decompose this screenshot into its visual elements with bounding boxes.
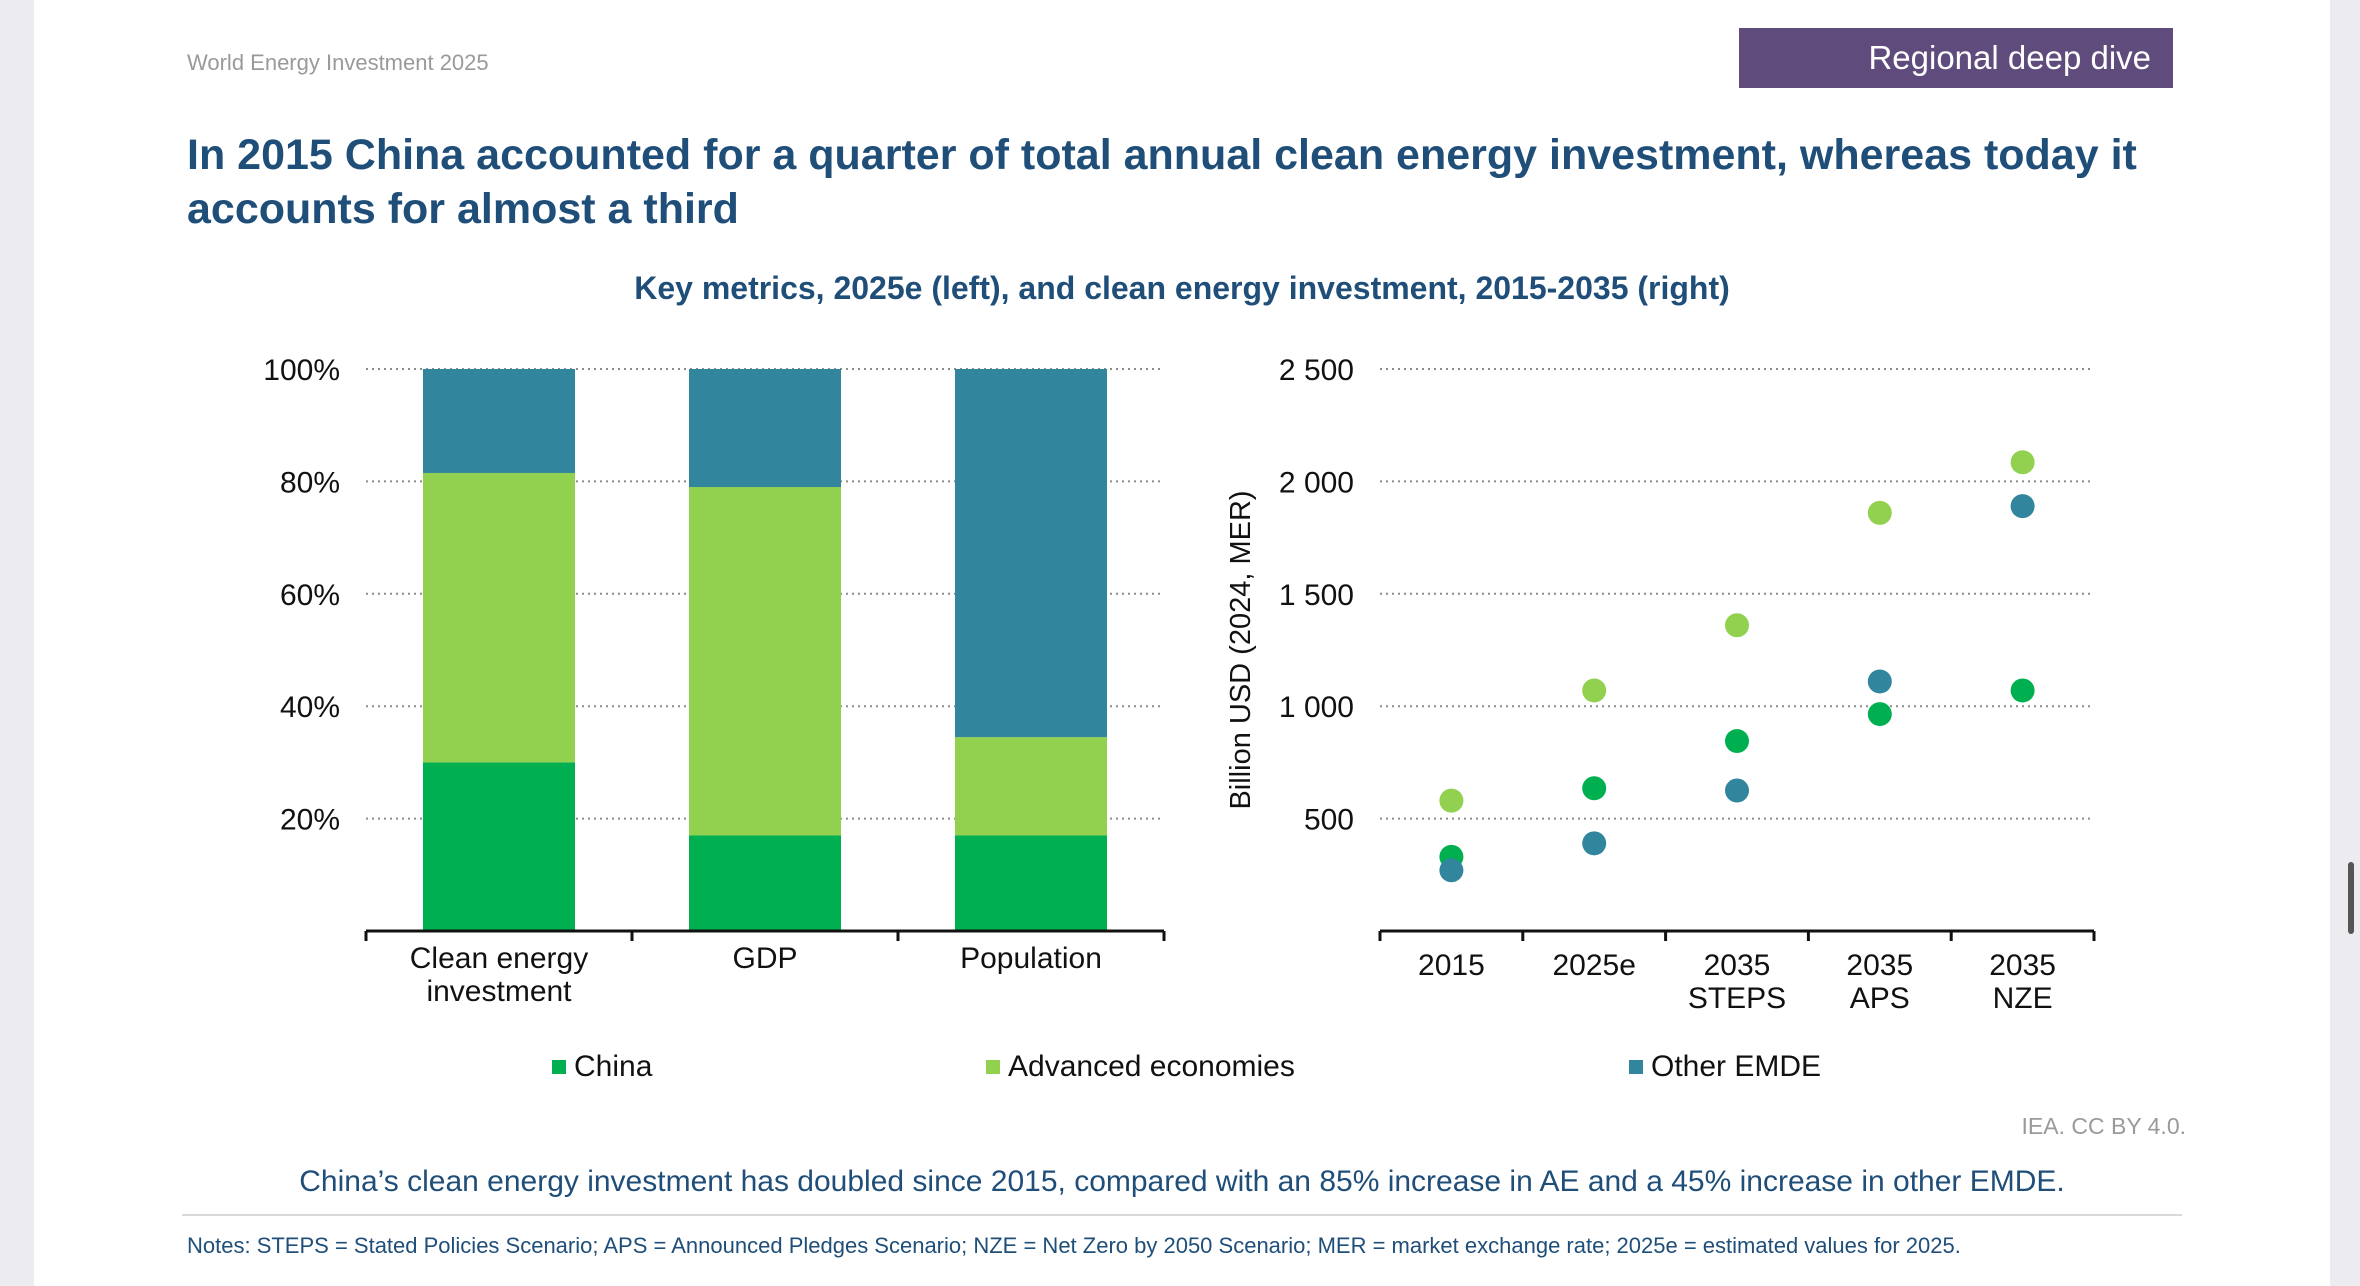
y-axis-label: Billion USD (2024, MER) [1225, 490, 1257, 809]
legend-swatch-advanced-economies [986, 1060, 1000, 1074]
x-tick-label: 2025e [1552, 949, 1635, 982]
x-tick-label: APS [1850, 982, 1910, 1015]
point-advanced-economies [1582, 678, 1607, 703]
legend-label-other-emde: Other EMDE [1651, 1050, 1822, 1083]
legend-label-advanced-economies: Advanced economies [1008, 1050, 1295, 1083]
x-tick-label: Clean energy [410, 942, 588, 975]
x-tick-label: STEPS [1688, 982, 1786, 1015]
bar-china [955, 835, 1107, 931]
chart-title: Key metrics, 2025e (left), and clean ene… [634, 270, 1730, 306]
divider [182, 1214, 2182, 1216]
y-tick-label: 1 500 [1279, 579, 1354, 612]
point-other-emde [1725, 778, 1749, 803]
x-tick-label: Population [960, 942, 1102, 975]
y-tick-label: 2 000 [1279, 466, 1354, 499]
x-tick-label: 2035 [1989, 949, 2056, 982]
x-tick-label: 2035 [1704, 949, 1771, 982]
y-tick-label: 100% [263, 354, 340, 387]
x-tick-label: 2035 [1846, 949, 1913, 982]
point-other-emde [1439, 858, 1464, 883]
point-china [2010, 678, 2035, 703]
point-advanced-economies [1725, 613, 1749, 638]
y-tick-label: 1 000 [1279, 691, 1354, 724]
bar-china [423, 762, 575, 931]
legend-advanced-economies: Advanced economies [986, 1050, 1295, 1084]
point-advanced-economies [1867, 500, 1892, 525]
bar-china [689, 835, 841, 931]
x-tick-label: GDP [732, 942, 797, 975]
point-advanced-economies [2010, 450, 2035, 475]
point-other-emde [2010, 494, 2035, 519]
bar-advanced-economies [955, 737, 1107, 836]
scrollbar-thumb[interactable] [2348, 862, 2354, 934]
bar-advanced-economies [689, 487, 841, 836]
y-tick-label: 40% [280, 691, 340, 724]
point-china [1867, 702, 1892, 727]
bar-other-emde [423, 369, 575, 473]
source-credit: IEA. CC BY 4.0. [2021, 1113, 2186, 1139]
legend-swatch-other-emde [1629, 1060, 1643, 1074]
notes: Notes: STEPS = Stated Policies Scenario;… [187, 1233, 1961, 1258]
scatter-chart: 500 1 000 1 500 2 000 2 500 Billion USD (2024… [1225, 354, 2096, 1015]
y-tick-label: 60% [280, 579, 340, 612]
chart-caption: China’s clean energy investment has doub… [299, 1165, 2065, 1198]
point-other-emde [1582, 831, 1607, 856]
legend-swatch-china [552, 1060, 566, 1074]
x-tick-label: 2015 [1418, 949, 1485, 982]
y-tick-label: 2 500 [1279, 354, 1354, 387]
point-other-emde [1867, 669, 1892, 694]
page-title: In 2015 China accounted for a quarter of… [187, 131, 2137, 233]
publication-header: World Energy Investment 2025 [187, 50, 489, 75]
x-tick-label: investment [426, 975, 572, 1008]
bar-other-emde [689, 369, 841, 488]
legend-other-emde: Other EMDE [1629, 1050, 1821, 1084]
y-tick-label: 20% [280, 804, 340, 837]
bar-advanced-economies [423, 472, 575, 763]
y-tick-label: 500 [1304, 804, 1354, 837]
bar-other-emde [955, 369, 1107, 738]
y-tick-label: 80% [280, 466, 340, 499]
report-page: World Energy Investment 2025 Regional de… [34, 0, 2330, 1286]
point-china [1725, 729, 1749, 754]
x-tick-label: NZE [1993, 982, 2053, 1015]
point-advanced-economies [1439, 788, 1464, 813]
section-badge: Regional deep dive [1739, 28, 2173, 88]
legend-china: China [552, 1050, 652, 1084]
legend-label-china: China [574, 1050, 653, 1083]
point-china [1582, 776, 1607, 801]
